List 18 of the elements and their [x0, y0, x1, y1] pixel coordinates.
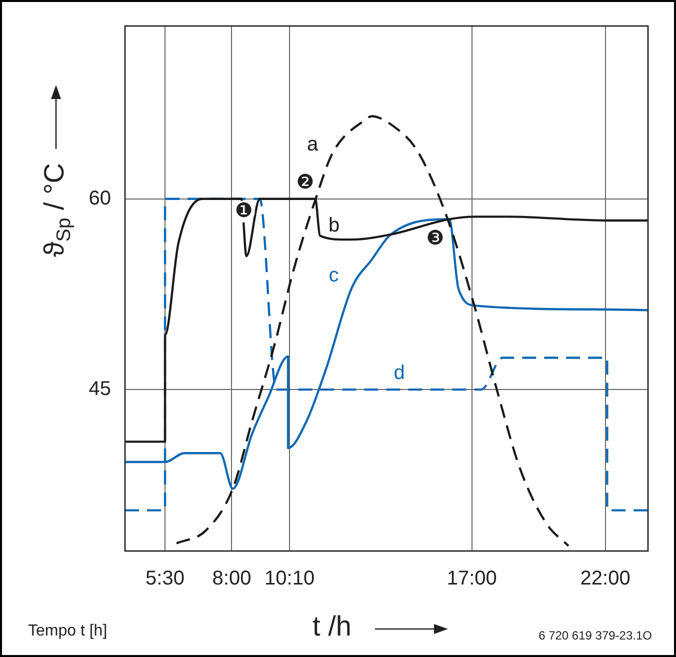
y-axis-title: ϑSp / °C: [38, 162, 75, 258]
y-tick-label: 60: [88, 187, 111, 210]
x-tick-label: 22:00: [580, 568, 630, 590]
series-label: d: [394, 362, 405, 384]
x-tick-label: 10:10: [264, 568, 315, 590]
series-label: c: [328, 264, 339, 286]
x-axis-title: t /h: [312, 610, 352, 642]
annotation: ❶: [234, 200, 253, 222]
y-tick-label: 45: [88, 378, 111, 400]
text: 6 720 619 379-23.1O: [538, 628, 652, 642]
series-label: a: [307, 134, 320, 156]
series-label: b: [328, 214, 340, 236]
x-tick-label: 8:00: [212, 568, 252, 590]
x-tick-label: 17:00: [446, 568, 497, 590]
annotation: ❷: [296, 171, 314, 194]
x-tick-label: 5:30: [146, 568, 184, 590]
annotation: ❸: [426, 228, 444, 250]
text: Tempo t [h]: [28, 622, 108, 640]
